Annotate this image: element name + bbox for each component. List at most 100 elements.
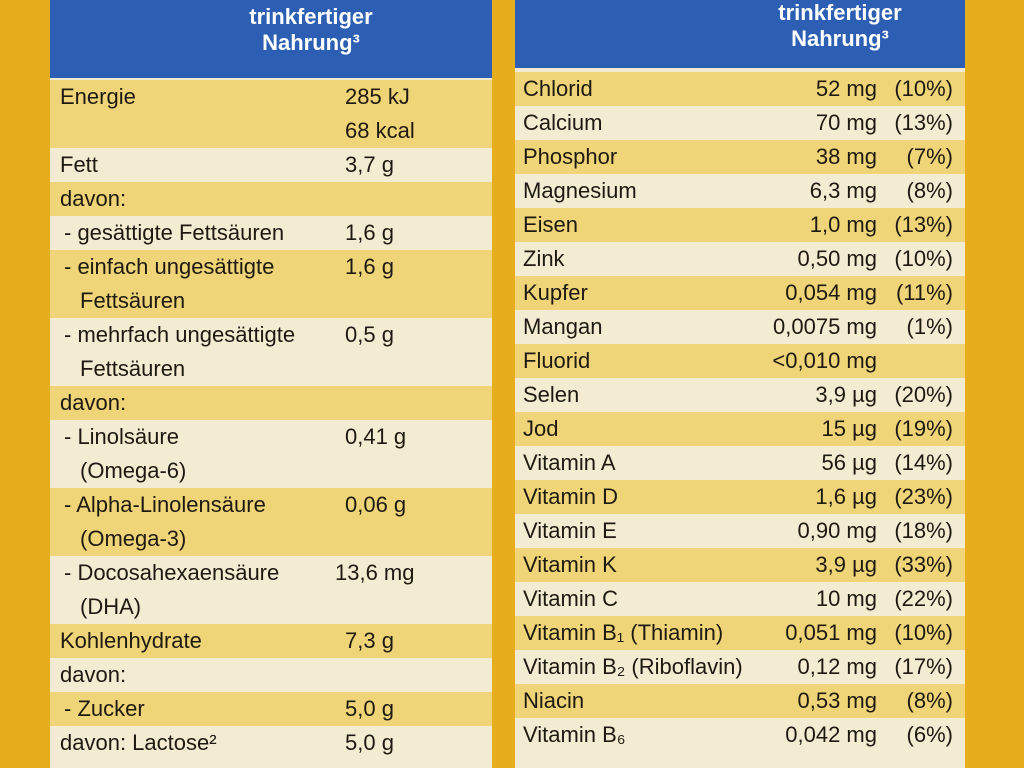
nutrient-row: davon: [50,386,492,420]
nutrient-value: 0,41 g [345,424,407,449]
daily-percent: (33%) [894,552,953,577]
daily-percent: (6%) [906,722,953,747]
nutrient-name: Selen [523,382,580,407]
daily-percent: (8%) [906,178,953,203]
nutrient-value: 0,054 mg [785,280,877,305]
nutrient-name: davon: Lactose² [60,730,217,755]
header-line: trinkfertiger [249,4,373,29]
nutrient-value: 0,90 mg [797,518,878,543]
nutrient-value: 5,0 g [345,730,394,755]
nutrient-value: 70 mg [815,110,877,135]
nutrient-value: 5,0 g [345,696,394,721]
nutrient-row: Jod 15 µg (19%) [515,412,965,446]
nutrient-name: Jod [523,416,559,441]
nutrient-name: (DHA) [80,594,142,619]
nutrient-row: - einfach ungesättigte Fettsäuren 1,6 g [50,250,492,318]
nutrient-row: Phosphor 38 mg (7%) [515,140,965,174]
nutrient-name: - Alpha-Linolensäure [64,492,266,517]
nutrient-value: 15 µg [821,416,878,441]
header-line: trinkfertiger [778,0,902,25]
right-header: trinkfertiger Nahrung³ [515,0,965,68]
header-line: Nahrung³ [791,26,889,51]
nutrient-row: Eisen 1,0 mg (13%) [515,208,965,242]
nutrient-row: Zink 0,50 mg (10%) [515,242,965,276]
nutrient-name: Fettsäuren [80,356,186,381]
daily-percent: (14%) [894,450,953,475]
nutrient-name: Mangan [523,314,603,339]
nutrient-name: Vitamin B₂ (Riboflavin) [523,654,743,679]
nutrient-value: 0,0075 mg [773,314,877,339]
nutrient-value: 0,051 mg [785,620,877,645]
nutrient-value: 0,53 mg [797,688,878,713]
nutrient-value: 0,12 mg [797,654,878,679]
header-line: Nahrung³ [262,30,360,55]
nutrient-name: davon: [60,186,127,211]
nutrient-name: Zink [523,246,565,271]
nutrient-name: (Omega-3) [80,526,187,551]
nutrient-value: 56 µg [821,450,878,475]
nutrient-row: davon: [50,658,492,692]
nutrient-row: Calcium 70 mg (13%) [515,106,965,140]
nutrient-name: Vitamin B₆ [523,722,626,747]
nutrient-value: 0,06 g [345,492,407,517]
nutrient-row: - Alpha-Linolensäure (Omega-3) 0,06 g [50,488,492,556]
nutrient-row: Mangan 0,0075 mg (1%) [515,310,965,344]
nutrient-row: davon: [50,182,492,216]
right-panel: trinkfertiger Nahrung³ Chlorid 52 mg (10%)… [515,0,965,768]
nutrient-value: 1,0 mg [809,212,877,237]
nutrient-name: Vitamin B₁ (Thiamin) [523,620,724,645]
daily-percent: (17%) [894,654,953,679]
nutrient-name: Kohlenhydrate [60,628,202,653]
nutrient-name: Vitamin C [523,586,618,611]
nutrient-row: - gesättigte Fettsäuren 1,6 g [50,216,492,250]
nutrient-name: Fluorid [523,348,591,373]
nutrient-row: Vitamin C 10 mg (22%) [515,582,965,616]
nutrient-name: (Omega-6) [80,458,187,483]
nutrient-value: 13,6 mg [335,560,415,585]
nutrient-row: Vitamin K 3,9 µg (33%) [515,548,965,582]
daily-percent: (10%) [894,246,953,271]
nutrient-value: 3,9 µg [815,552,877,577]
daily-percent: (8%) [906,688,953,713]
nutrient-name: Vitamin E [523,518,617,543]
left-header: trinkfertiger Nahrung³ [50,0,492,78]
nutrient-row: davon: Lactose² 5,0 g [50,726,492,760]
nutrient-name: Energie [60,84,136,109]
nutrient-row: Selen 3,9 µg (20%) [515,378,965,412]
nutrient-name: davon: [60,662,127,687]
nutrient-row: Niacin 0,53 mg (8%) [515,684,965,718]
daily-percent: (10%) [894,620,953,645]
nutrient-value: 0,5 g [345,322,394,347]
daily-percent: (23%) [894,484,953,509]
nutrient-row: Magnesium 6,3 mg (8%) [515,174,965,208]
nutrient-name: Niacin [523,688,585,713]
nutrient-row: - Linolsäure (Omega-6) 0,41 g [50,420,492,488]
nutrient-value: 3,7 g [345,152,394,177]
daily-percent: (10%) [894,76,953,101]
nutrient-value: 7,3 g [345,628,394,653]
nutrient-row: Vitamin B₂ (Riboflavin) 0,12 mg (17%) [515,650,965,684]
nutrient-name: Calcium [523,110,603,135]
nutrient-value: 1,6 g [345,254,394,279]
daily-percent: (13%) [894,110,953,135]
nutrient-name: Vitamin D [523,484,618,509]
nutrient-row: - Zucker 5,0 g [50,692,492,726]
nutrient-row: Kohlenhydrate 7,3 g [50,624,492,658]
nutrient-value: 52 mg [815,76,877,101]
nutrient-value: 285 kJ [345,84,410,109]
nutrient-value: 0,042 mg [785,722,877,747]
daily-percent: (1%) [906,314,953,339]
nutrient-value: 10 mg [815,586,877,611]
nutrient-row: Vitamin E 0,90 mg (18%) [515,514,965,548]
nutrient-value: 38 mg [815,144,877,169]
nutrient-row: Vitamin A 56 µg (14%) [515,446,965,480]
nutrient-name: - einfach ungesättigte [64,254,275,279]
nutrient-name: - Zucker [64,696,145,721]
nutrient-row: Energie 285 kJ 68 kcal [50,80,492,148]
daily-percent: (18%) [894,518,953,543]
nutrient-row: - Docosahexaensäure (DHA) 13,6 mg [50,556,492,624]
nutrient-value: 68 kcal [345,118,415,143]
nutrient-value: 0,50 mg [797,246,878,271]
nutrient-row: Fluorid <0,010 mg [515,344,965,378]
